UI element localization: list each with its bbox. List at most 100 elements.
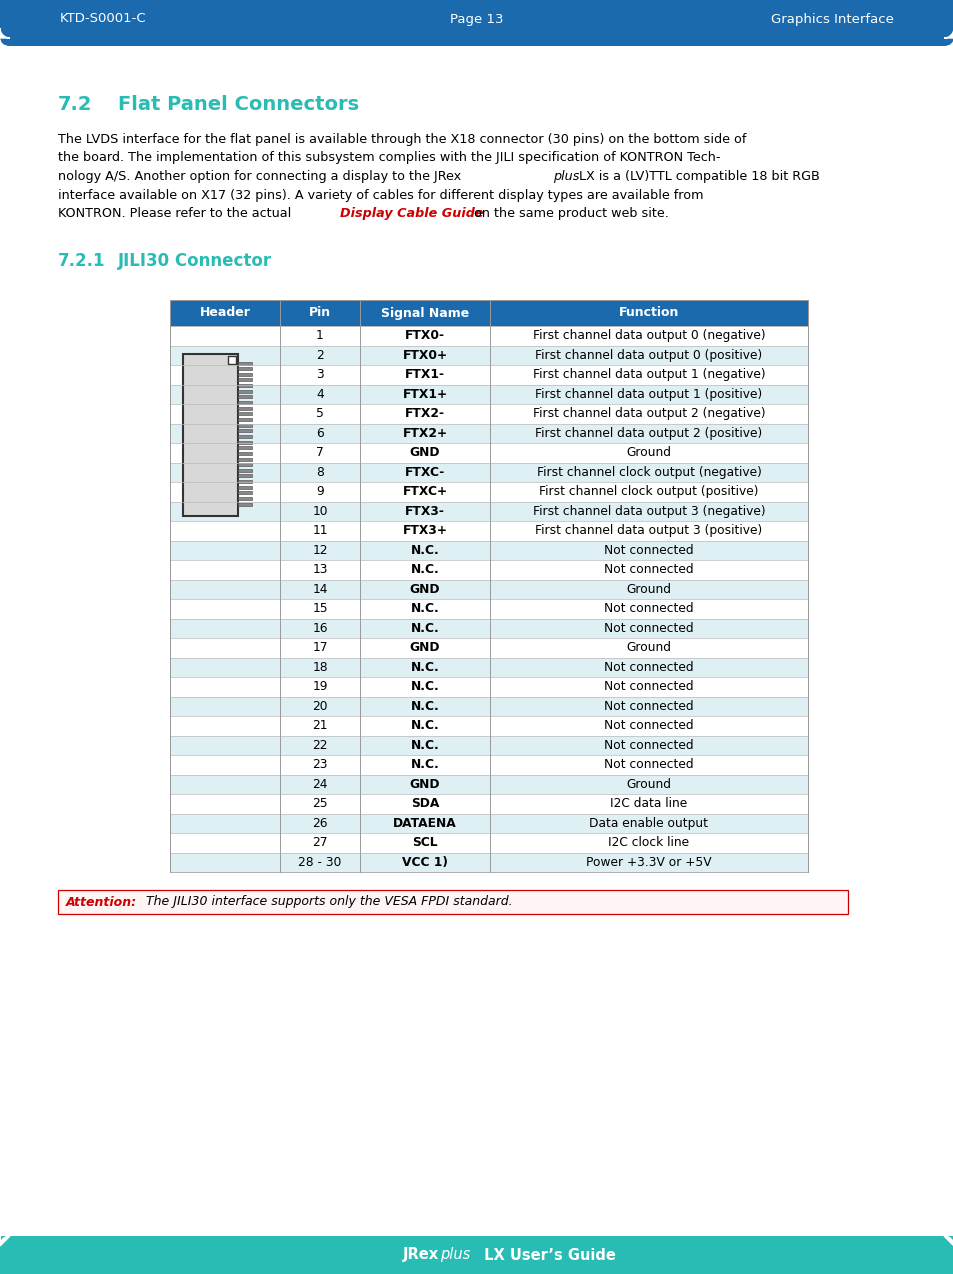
Text: GND: GND — [410, 446, 439, 459]
Text: 18: 18 — [312, 661, 328, 674]
Bar — [170, 676, 807, 697]
Text: GND: GND — [410, 582, 439, 596]
Bar — [237, 452, 252, 455]
Text: 28 - 30: 28 - 30 — [298, 856, 341, 869]
Text: GND: GND — [410, 641, 439, 655]
Polygon shape — [943, 1236, 953, 1246]
Text: 5: 5 — [315, 408, 324, 420]
Bar — [0, 1236, 953, 1274]
Text: N.C.: N.C. — [410, 720, 439, 733]
Text: FTX2+: FTX2+ — [402, 427, 447, 440]
Bar — [170, 502, 807, 521]
Text: 3: 3 — [315, 368, 323, 381]
Text: FTX0+: FTX0+ — [402, 349, 447, 362]
Text: 9: 9 — [315, 485, 323, 498]
Bar — [237, 401, 252, 404]
Text: JRex: JRex — [402, 1247, 438, 1263]
Text: 16: 16 — [312, 622, 328, 634]
Text: Ground: Ground — [626, 446, 671, 459]
Text: Signal Name: Signal Name — [380, 307, 469, 320]
Text: First channel data output 1 (positive): First channel data output 1 (positive) — [535, 387, 761, 401]
Text: N.C.: N.C. — [410, 563, 439, 576]
Text: Not connected: Not connected — [603, 739, 693, 752]
Text: Not connected: Not connected — [603, 603, 693, 615]
Text: 8: 8 — [315, 466, 324, 479]
Bar — [170, 580, 807, 599]
Text: 7.2.1: 7.2.1 — [58, 252, 106, 270]
Text: The JILI30 interface supports only the VESA FPDI standard.: The JILI30 interface supports only the V… — [133, 896, 512, 908]
Text: First channel clock output (positive): First channel clock output (positive) — [538, 485, 758, 498]
Bar — [228, 355, 235, 363]
Text: FTX2-: FTX2- — [405, 408, 444, 420]
Text: N.C.: N.C. — [410, 680, 439, 693]
Bar — [237, 429, 252, 432]
Text: 10: 10 — [312, 505, 328, 517]
Text: Header: Header — [199, 307, 251, 320]
Text: N.C.: N.C. — [410, 622, 439, 634]
Text: FTX3-: FTX3- — [405, 505, 444, 517]
Text: SDA: SDA — [411, 798, 438, 810]
Text: 17: 17 — [312, 641, 328, 655]
Bar — [237, 480, 252, 483]
Bar — [58, 891, 847, 913]
Bar — [237, 464, 252, 466]
Text: Not connected: Not connected — [603, 661, 693, 674]
Text: N.C.: N.C. — [410, 758, 439, 771]
Bar — [237, 383, 252, 387]
Polygon shape — [0, 28, 10, 38]
Text: Not connected: Not connected — [603, 758, 693, 771]
Text: Not connected: Not connected — [603, 720, 693, 733]
Text: Pin: Pin — [309, 307, 331, 320]
Bar — [170, 561, 807, 580]
Text: Display Cable Guide: Display Cable Guide — [339, 206, 483, 220]
Text: Not connected: Not connected — [603, 563, 693, 576]
Bar — [183, 353, 237, 516]
Bar — [170, 814, 807, 833]
Bar — [170, 299, 807, 326]
Bar — [170, 364, 807, 385]
Text: LX is a (LV)TTL compatible 18 bit RGB: LX is a (LV)TTL compatible 18 bit RGB — [575, 169, 819, 183]
Text: N.C.: N.C. — [410, 544, 439, 557]
Text: Flat Panel Connectors: Flat Panel Connectors — [118, 96, 358, 113]
Text: 14: 14 — [312, 582, 328, 596]
Text: FTX3+: FTX3+ — [402, 524, 447, 538]
Text: 7.2: 7.2 — [58, 96, 92, 113]
Text: FTX0-: FTX0- — [405, 329, 444, 343]
Bar — [237, 434, 252, 438]
Bar — [170, 462, 807, 482]
Text: Not connected: Not connected — [603, 622, 693, 634]
Text: 25: 25 — [312, 798, 328, 810]
Text: Not connected: Not connected — [603, 544, 693, 557]
Text: N.C.: N.C. — [410, 739, 439, 752]
Bar — [170, 345, 807, 364]
Text: 27: 27 — [312, 836, 328, 850]
Text: First channel data output 3 (negative): First channel data output 3 (negative) — [532, 505, 764, 517]
Bar — [237, 441, 252, 443]
Text: Page 13: Page 13 — [450, 13, 503, 25]
Bar — [237, 395, 252, 399]
Text: Not connected: Not connected — [603, 680, 693, 693]
Bar — [237, 457, 252, 460]
Bar — [170, 794, 807, 814]
Bar — [170, 385, 807, 404]
Text: 13: 13 — [312, 563, 328, 576]
Text: Function: Function — [618, 307, 679, 320]
Text: 24: 24 — [312, 777, 328, 791]
Text: LX User’s Guide: LX User’s Guide — [478, 1247, 616, 1263]
Text: 22: 22 — [312, 739, 328, 752]
Text: I2C clock line: I2C clock line — [608, 836, 689, 850]
Bar — [170, 755, 807, 775]
Text: interface available on X17 (32 pins). A variety of cables for different display : interface available on X17 (32 pins). A … — [58, 189, 702, 201]
Text: Power +3.3V or +5V: Power +3.3V or +5V — [585, 856, 711, 869]
Bar — [237, 418, 252, 420]
Text: 2: 2 — [315, 349, 323, 362]
Bar — [170, 657, 807, 676]
Text: plus: plus — [439, 1247, 470, 1263]
Text: 12: 12 — [312, 544, 328, 557]
Bar — [170, 775, 807, 794]
Text: plus: plus — [553, 169, 578, 183]
Text: FTX1+: FTX1+ — [402, 387, 447, 401]
Bar — [237, 367, 252, 371]
Text: First channel data output 0 (negative): First channel data output 0 (negative) — [532, 329, 764, 343]
Text: Data enable output: Data enable output — [589, 817, 708, 829]
